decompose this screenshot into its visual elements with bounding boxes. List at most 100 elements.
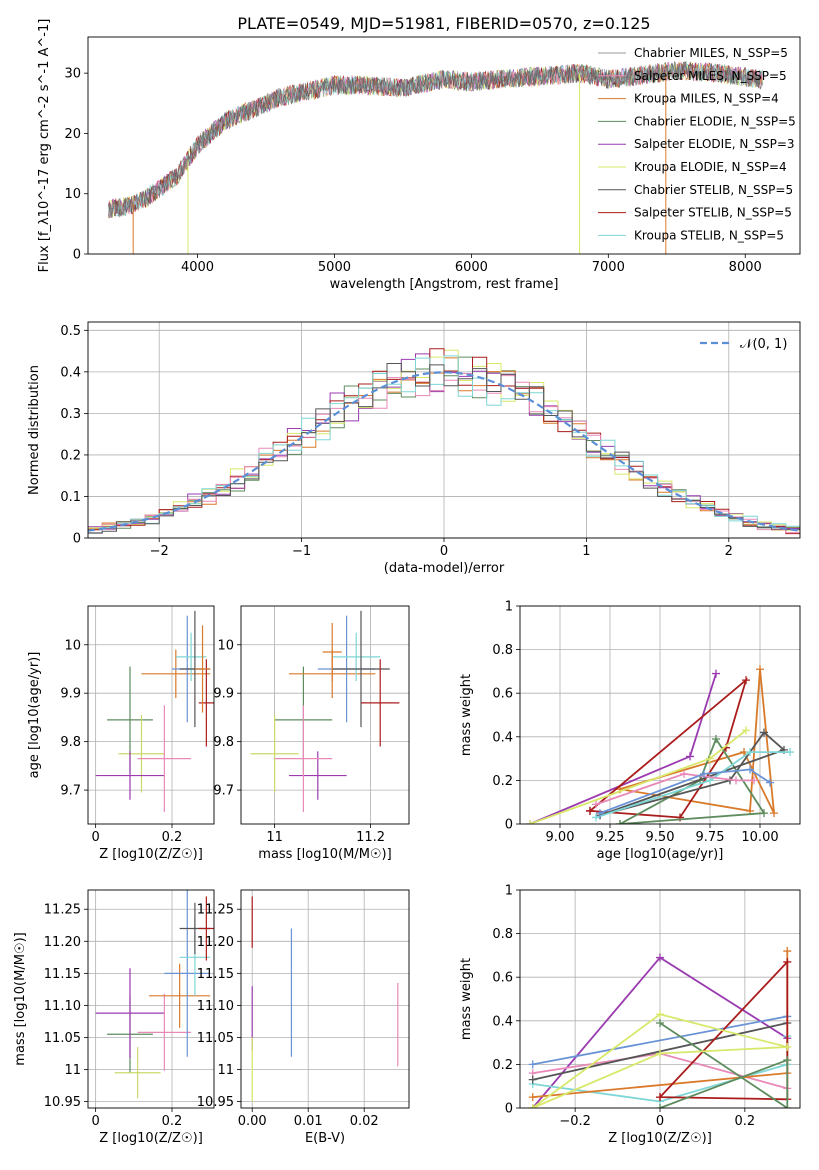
legend-entry: Kroupa MILES, N_SSP=4 (634, 92, 779, 106)
weight-marker (592, 813, 600, 822)
legend-entry: 𝒩(0, 1) (740, 337, 787, 352)
x-tick-label: 9.00 (546, 830, 575, 845)
x-tick-label: 8000 (729, 260, 762, 275)
axes-frame (87, 36, 801, 255)
x-tick-label: 9.25 (596, 830, 625, 845)
x-tick-label: 0.00 (238, 1114, 267, 1129)
y-tick-label: 0.8 (492, 643, 513, 658)
y-axis-label: mass weight (459, 674, 474, 756)
weight-marker (766, 778, 774, 787)
y-tick-label: 0.1 (60, 490, 81, 505)
y-tick-label: 0.2 (60, 448, 81, 463)
panel-age-vs-Z: 0 0.2 9.7 9.8 9.9 10 Z [log10(Z/Z☉)] age [log10… (27, 605, 215, 862)
y-tick-label: 0 (505, 818, 513, 833)
weight-marker (742, 676, 750, 685)
x-tick-label: 9.50 (646, 830, 675, 845)
legend-entry: Salpeter STELIB, N_SSP=5 (634, 206, 792, 220)
y-tick-label: 0.3 (60, 407, 81, 422)
x-tick-label: −1 (292, 544, 311, 559)
y-tick-label: 11.25 (44, 903, 81, 918)
x-tick-label: 4000 (181, 260, 214, 275)
legend-entry: Kroupa STELIB, N_SSP=5 (634, 228, 784, 242)
y-tick-label: 0.6 (492, 687, 513, 702)
weight-marker (656, 1093, 664, 1102)
y-axis-label: mass weight (459, 958, 474, 1040)
panel-age-vs-mass: 11 11.2 9.7 9.8 9.9 10 mass [log10(M/M☉)] (213, 605, 410, 862)
spectrum-line (108, 62, 763, 218)
plot-area (108, 60, 763, 254)
axes-frame (87, 321, 801, 539)
x-axis-label: Z [log10(Z/Z☉)] (99, 847, 203, 862)
y-tick-label: 20 (64, 127, 81, 142)
y-tick-label: 9.8 (213, 735, 234, 750)
weight-marker (712, 669, 720, 678)
axes-frame (519, 605, 801, 825)
x-axis-label: wavelength [Angstrom, rest frame] (330, 277, 559, 292)
y-tick-label: 11 (64, 1063, 81, 1078)
y-tick-label: 11.10 (44, 999, 81, 1014)
weight-marker (712, 734, 720, 743)
y-tick-label: 1 (505, 884, 513, 899)
weight-marker (750, 776, 758, 785)
weight-marker (783, 957, 792, 966)
x-axis-label: Z [log10(Z/Z☉)] (99, 1131, 203, 1146)
x-axis-label: E(B-V) (305, 1131, 345, 1146)
weight-marker (706, 754, 714, 763)
axes-frame (87, 889, 215, 1109)
weight-line (659, 1022, 789, 1108)
y-tick-label: 0.6 (492, 971, 513, 986)
weight-marker (783, 1056, 792, 1065)
panel-residuals: −2 −1 0 1 2 0 0.1 0.2 0.3 0.4 0.5 (data-model)/erro… (27, 321, 801, 576)
weight-marker (528, 1075, 537, 1084)
x-tick-label: 2 (725, 544, 733, 559)
plot-area (95, 610, 214, 812)
x-tick-label: 6000 (455, 260, 488, 275)
x-axis-label: Z [log10(Z/Z☉)] (608, 1131, 712, 1146)
panel-weight-vs-age: 9.00 9.25 9.50 9.75 10.00 0 0.2 0.4 0.6 0.8 1 age [… (459, 600, 801, 862)
y-tick-label: 0.5 (60, 324, 81, 339)
x-tick-label: 0.01 (294, 1114, 323, 1129)
gaussian-curve (88, 371, 800, 532)
legend-entry: Chabrier STELIB, N_SSP=5 (634, 183, 793, 197)
y-tick-label: 11.20 (197, 935, 234, 950)
weight-marker (656, 1018, 664, 1027)
y-tick-label: 0 (73, 532, 81, 547)
axes-frame (519, 889, 801, 1109)
y-tick-label: 9.9 (213, 687, 234, 702)
x-axis-label: mass [log10(M/M☉)] (258, 847, 391, 862)
y-axis-label: Normed distribution (27, 365, 42, 495)
weight-marker (786, 748, 794, 757)
weight-marker (760, 809, 768, 818)
weight-line (659, 959, 789, 1101)
x-axis-label: (data-model)/error (384, 561, 505, 576)
weight-marker (760, 728, 768, 737)
weight-line (599, 768, 771, 814)
weight-marker (783, 1042, 792, 1051)
y-axis-label: age [log10(age/yr)] (27, 652, 42, 779)
plot-area (528, 947, 792, 1108)
weight-marker (656, 953, 664, 962)
histogram-series (88, 348, 800, 535)
y-tick-label: 0 (73, 248, 81, 263)
weight-marker (756, 665, 764, 674)
y-tick-label: 11 (217, 1063, 234, 1078)
axes-frame (240, 605, 410, 825)
x-tick-label: 0.2 (735, 1114, 756, 1129)
x-tick-label: 5000 (318, 260, 351, 275)
legend-entry: Chabrier MILES, N_SSP=5 (634, 46, 788, 60)
plot-area (251, 896, 399, 1102)
legend-entry: Chabrier ELODIE, N_SSP=5 (634, 114, 796, 128)
weight-line (529, 673, 717, 824)
axes-frame (240, 889, 410, 1109)
panel-mass-vs-ebv: 0.00 0.01 0.02 10.95 11 11.05 11.10 11.15 11.20 1… (197, 889, 410, 1146)
weight-marker (656, 1104, 664, 1108)
y-tick-label: 11.05 (197, 1031, 234, 1046)
y-axis-label: mass [log10(M/M☉)] (13, 932, 28, 1065)
y-tick-label: 10 (64, 638, 81, 653)
weight-marker (770, 809, 778, 818)
y-tick-label: 9.9 (60, 687, 81, 702)
y-tick-label: 0 (505, 1102, 513, 1117)
y-tick-label: 0.4 (492, 1014, 513, 1029)
